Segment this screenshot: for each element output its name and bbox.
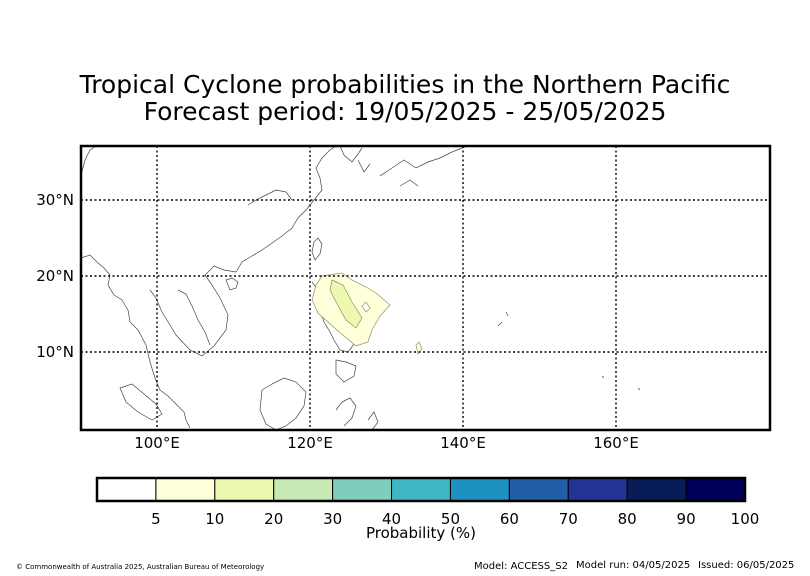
lon-tick-label: 100°E	[134, 434, 180, 452]
lon-tick-label: 160°E	[593, 434, 639, 452]
colorbar-tick-label: 80	[618, 510, 637, 528]
colorbar	[96, 477, 746, 502]
lon-tick-labels: 100°E 120°E 140°E 160°E	[134, 434, 639, 452]
lat-tick-labels: 30°N 20°N 10°N	[36, 191, 74, 361]
colorbar-tick-label: 50	[441, 510, 460, 528]
contour-hole	[361, 301, 371, 313]
colorbar-segment	[449, 477, 510, 502]
colorbar-segment	[626, 477, 687, 502]
lon-tick-label: 120°E	[287, 434, 333, 452]
colorbar-segment	[391, 477, 451, 502]
colorbar-segment	[332, 477, 393, 502]
colorbar-tick-label: 40	[382, 510, 401, 528]
colorbar-tick-label: 90	[677, 510, 696, 528]
forecast-period: Forecast period: 19/05/2025 - 25/05/2025	[143, 97, 667, 126]
colorbar-segment	[567, 477, 628, 502]
colorbar-segment	[214, 477, 275, 502]
colorbar-tick-labels: 5 10 20 30 40 50 60 70 80 90 100	[151, 510, 759, 528]
colorbar-segment	[96, 477, 157, 502]
colorbar-segment	[685, 477, 746, 502]
colorbar-tick-label: 30	[323, 510, 342, 528]
model-name: Model: ACCESS_S2	[474, 561, 568, 572]
colorbar-tick-label: 60	[500, 510, 519, 528]
map-area	[81, 146, 770, 430]
map-frame	[79, 144, 772, 432]
probability-contours	[311, 272, 423, 355]
colorbar-tick-label: 5	[151, 510, 161, 528]
copyright-notice: © Commonwealth of Australia 2025, Austra…	[16, 563, 265, 571]
lat-tick-label: 20°N	[36, 267, 74, 285]
contour-10-20-percent	[329, 279, 363, 329]
colorbar-tick-label: 100	[731, 510, 760, 528]
map-title: Tropical Cyclone probabilities in the No…	[79, 70, 731, 99]
colorbar-label: Probability (%)	[366, 524, 476, 542]
lat-tick-label: 10°N	[36, 343, 74, 361]
model-run-date: Model run: 04/05/2025	[576, 560, 691, 571]
lon-tick-label: 140°E	[440, 434, 486, 452]
colorbar-segment	[155, 477, 216, 502]
contour-small-patch	[415, 341, 423, 355]
issued-date: Issued: 06/05/2025	[698, 560, 795, 571]
colorbar-segment	[508, 477, 569, 502]
colorbar-segment	[273, 477, 334, 502]
colorbar-tick-label: 10	[205, 510, 224, 528]
coastlines	[80, 145, 641, 431]
colorbar-tick-label: 20	[264, 510, 283, 528]
colorbar-tick-label: 70	[559, 510, 578, 528]
colorbar-frame	[95, 476, 747, 503]
lat-tick-label: 30°N	[36, 191, 74, 209]
